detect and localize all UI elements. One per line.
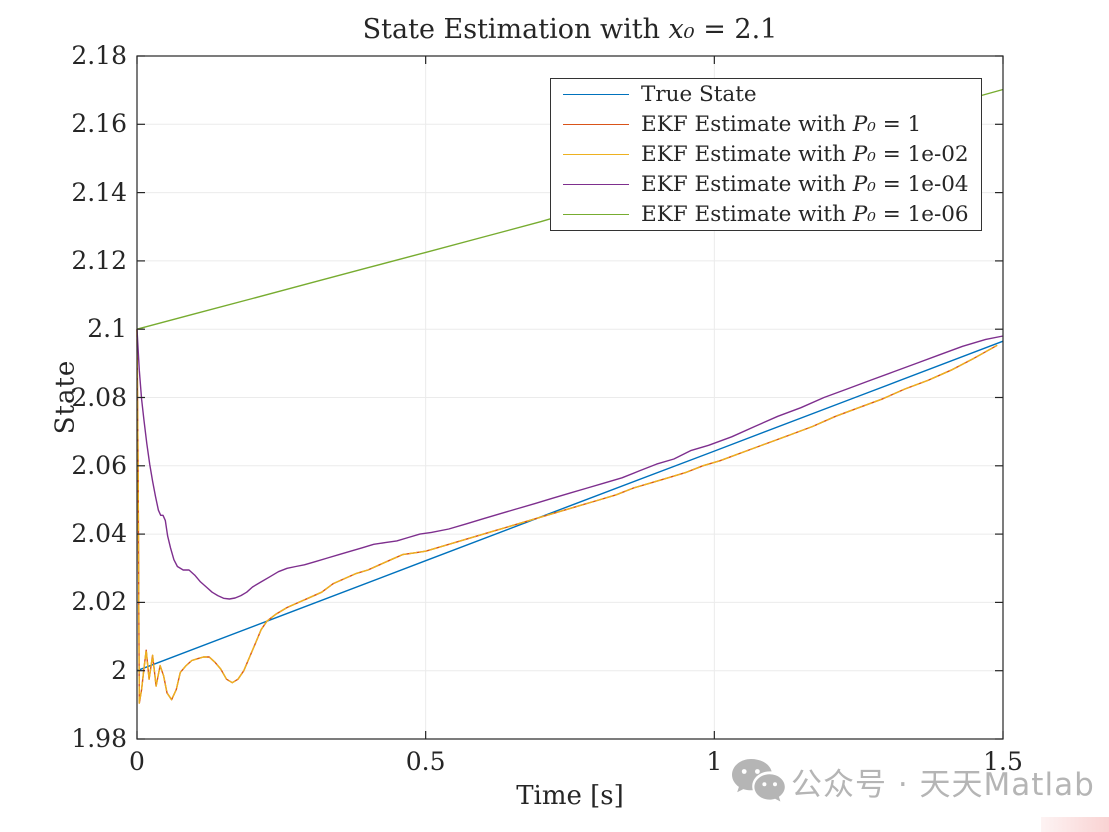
legend-line-sample [563,214,629,216]
y-tick-label: 2.16 [71,109,127,139]
legend-entry-label: EKF Estimate with [641,172,853,198]
series-line-ekf-estimate-with-p-1e-04 [136,329,1004,600]
series-line-true-state [136,340,1004,672]
pink-artifact [1041,817,1109,832]
chart-title-value: = 2.1 [694,14,778,45]
x-axis-label: Time [s] [516,781,624,811]
watermark: 公众号 · 天天Matlab [731,758,1095,804]
legend-entry: EKF Estimate with P₀ = 1e-02 [551,139,981,169]
wechat-icon [732,759,785,802]
y-tick-label: 2.04 [71,519,127,549]
x-tick-label: 1 [706,747,723,776]
legend-entry-label: EKF Estimate with [641,141,853,167]
legend-line-sample [563,153,629,155]
x-tick-label: 0 [129,747,145,776]
y-tick-label: 2.08 [71,382,127,412]
legend-line-sample [563,184,629,186]
chart-title: State Estimation with x₀ = 2.1 [0,14,1109,45]
y-tick-label: 2 [111,655,127,685]
y-tick-label: 2.06 [71,450,127,480]
legend-entry-label: True State [641,81,757,107]
series-line-ekf-estimate-with-p-1 [136,329,998,704]
legend-entry-math: P₀ [852,202,876,228]
x-tick-label: 0.5 [405,747,446,776]
legend: True State EKF Estimate with P₀ = 1 EKF … [550,78,982,231]
legend-entry-label: EKF Estimate with [641,111,853,137]
x-tick-label: 1.5 [983,747,1023,776]
y-tick-label: 2.18 [71,41,127,70]
legend-entry: EKF Estimate with P₀ = 1e-06 [551,200,981,230]
y-tick-label: 2.12 [71,245,127,275]
legend-entry-value: = 1e-02 [875,141,969,167]
legend-entry: EKF Estimate with P₀ = 1 [551,109,981,139]
legend-entry: EKF Estimate with P₀ = 1e-04 [551,170,981,200]
legend-entry-math: P₀ [852,172,876,198]
y-tick-label: 1.98 [71,724,127,753]
legend-line-sample [563,123,629,125]
y-tick-label: 2.14 [71,177,127,207]
series-line-ekf-estimate-with-p-1e-02 [136,329,998,704]
legend-entry-value: = 1e-06 [875,202,969,228]
legend-entry-value: = 1e-04 [875,172,969,198]
y-tick-label: 2.02 [71,587,127,617]
y-tick-label: 2.1 [87,314,127,344]
legend-line-sample [563,93,629,95]
watermark-text: 公众号 · 天天Matlab [791,766,1095,803]
legend-entry-math: P₀ [852,111,876,137]
legend-entry: True State [551,79,981,109]
legend-entry-value: = 1 [875,111,922,137]
legend-entry-label: EKF Estimate with [641,202,853,228]
chart-title-text: State Estimation with [362,14,669,45]
chart-title-math: x₀ [668,14,695,45]
legend-entry-math: P₀ [852,141,876,167]
